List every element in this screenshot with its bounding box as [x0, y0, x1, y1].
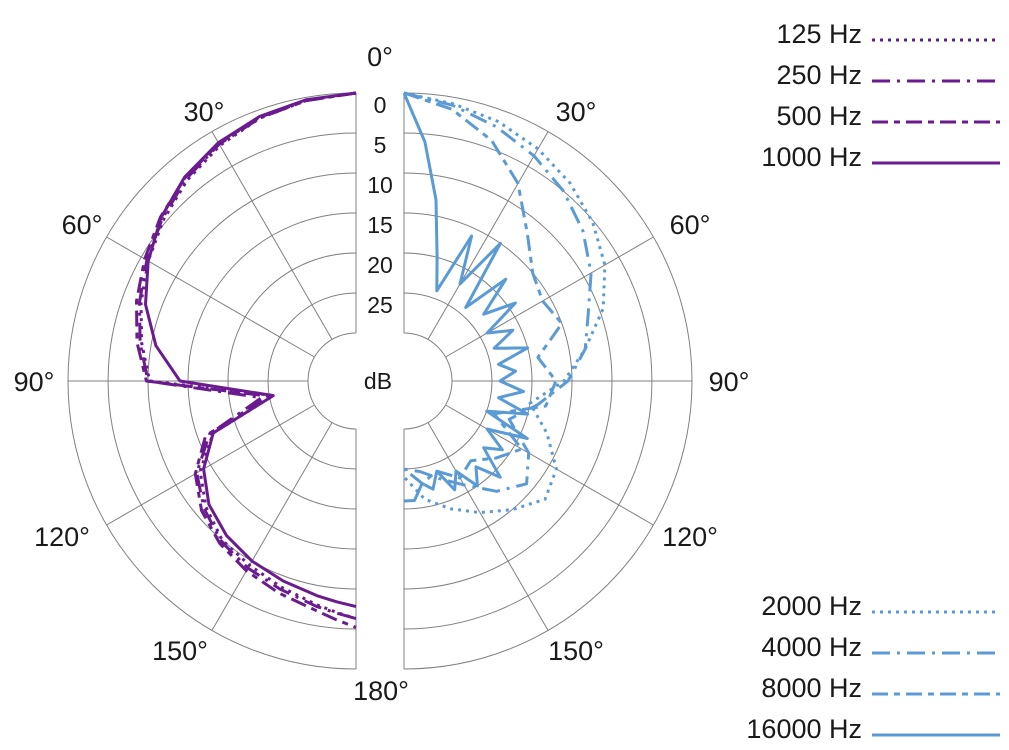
legend-label: 2000 Hz [761, 591, 862, 621]
legend-label: 500 Hz [776, 101, 862, 131]
angle-tick-label: 30° [184, 97, 225, 127]
legend-item: 8000 Hz [640, 668, 1000, 709]
series-500-hz [135, 91, 357, 629]
series-4000-hz [403, 91, 593, 493]
legend-item: 1000 Hz [700, 137, 1000, 178]
legend-item: 250 Hz [700, 55, 1000, 96]
legend-label: 1000 Hz [761, 142, 862, 172]
legend-label: 16000 Hz [746, 714, 862, 744]
series-250-hz [138, 91, 357, 621]
radial-tick-label: 25 [367, 292, 393, 318]
grid-spoke-left [106, 236, 315, 358]
radial-tick-label: 0 [374, 92, 387, 118]
grid-spoke-right [427, 131, 549, 340]
legend-swatch [872, 644, 1000, 654]
legend-swatch [872, 113, 1000, 123]
legend-label: 125 Hz [776, 19, 862, 49]
angle-tick-label: 60° [670, 210, 711, 240]
legend-swatch [872, 31, 1000, 41]
angle-tick-label: 150° [548, 636, 604, 666]
series-16000-hz [402, 92, 530, 503]
legend-item: 2000 Hz [640, 586, 1000, 627]
radial-tick-label: 20 [367, 252, 393, 278]
legend-swatch [872, 726, 1000, 736]
angle-tick-label: 120° [34, 522, 90, 552]
legend-item: 125 Hz [700, 14, 1000, 55]
polar-labels: 0° 30° 60° 90° 120° 150° 180° 30° 60° 90° 120° 150°… [14, 42, 750, 706]
grid-spoke-left [211, 131, 333, 340]
grid-ring-right [403, 332, 453, 430]
angle-tick-label: 60° [62, 210, 103, 240]
angle-tick-label: 0° [367, 42, 393, 72]
series-125-hz [139, 91, 357, 621]
legend-label: 4000 Hz [761, 632, 862, 662]
grid-spoke-left [106, 404, 315, 526]
legend-swatch [872, 154, 1000, 164]
legend-item: 16000 Hz [640, 709, 1000, 750]
radial-axis-label: dB [364, 368, 392, 394]
radial-tick-label: 15 [367, 212, 393, 238]
grid-ring-left [307, 332, 357, 430]
angle-tick-label: 90° [709, 367, 750, 397]
angle-tick-label: 150° [152, 636, 208, 666]
grid-spoke-right [445, 236, 654, 358]
legend-label: 8000 Hz [761, 673, 862, 703]
legend-swatch [872, 685, 1000, 695]
legend-high-frequencies: 2000 Hz 4000 Hz 8000 Hz 16000 Hz [640, 586, 1000, 750]
angle-tick-label: 30° [556, 97, 597, 127]
legend-swatch [872, 72, 1000, 82]
angle-tick-label: 180° [353, 676, 409, 706]
grid-spoke-left [211, 422, 333, 631]
legend-label: 250 Hz [776, 60, 862, 90]
polar-grid [67, 92, 693, 670]
series-2000-hz [402, 91, 607, 515]
center-gap [357, 98, 403, 664]
legend-swatch [872, 603, 1000, 613]
polar-curves [135, 91, 607, 629]
legend-low-frequencies: 125 Hz 250 Hz 500 Hz 1000 Hz [700, 14, 1000, 178]
series-8000-hz [403, 91, 564, 485]
grid-spoke-right [445, 404, 654, 526]
radial-tick-label: 5 [374, 132, 387, 158]
series-1000-hz [144, 91, 357, 609]
angle-tick-label: 90° [14, 367, 55, 397]
radial-tick-label: 10 [367, 172, 393, 198]
legend-item: 4000 Hz [640, 627, 1000, 668]
grid-spoke-right [427, 422, 549, 631]
legend-item: 500 Hz [700, 96, 1000, 137]
angle-tick-label: 120° [662, 522, 718, 552]
